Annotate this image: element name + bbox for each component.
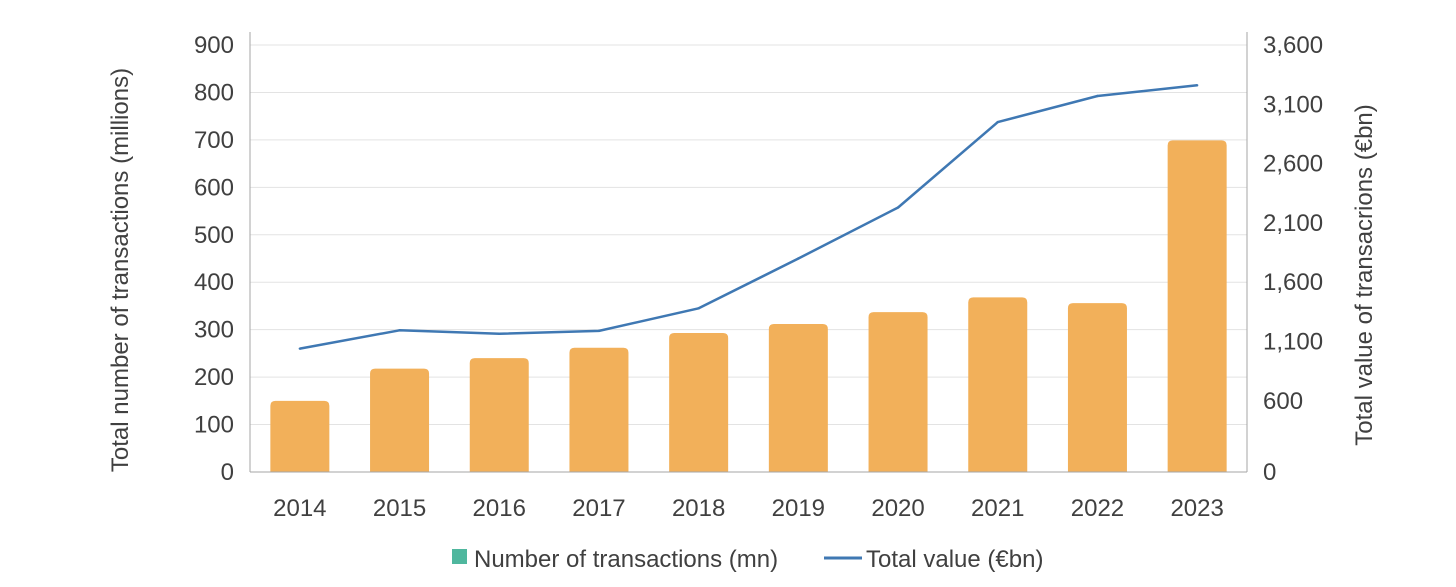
bar — [868, 312, 928, 472]
bar — [469, 358, 529, 472]
y2-tick-label: 2,600 — [1263, 151, 1323, 178]
y2-tick-label: 600 — [1263, 388, 1303, 415]
bar — [569, 347, 629, 472]
right-axis-title: Total value of transacrions (€bn) — [1351, 104, 1378, 446]
y2-tick-label: 1,100 — [1263, 329, 1323, 356]
y-tick-label: 300 — [194, 317, 234, 344]
y-tick-label: 400 — [194, 269, 234, 296]
left-axis-title: Total number of transactions (millions) — [107, 68, 134, 472]
y2-tick-label: 1,600 — [1263, 269, 1323, 296]
y-tick-label: 700 — [194, 127, 234, 154]
line-point — [597, 329, 601, 333]
y2-tick-label: 0 — [1263, 459, 1276, 486]
y-tick-label: 600 — [194, 174, 234, 201]
bar — [968, 297, 1028, 472]
bar — [1167, 140, 1227, 472]
y2-tick-label: 2,100 — [1263, 210, 1323, 237]
total-value-line — [299, 84, 1198, 350]
x-tick-label: 2017 — [572, 495, 625, 522]
y-tick-label: 500 — [194, 222, 234, 249]
bar — [270, 400, 330, 472]
x-tick-label: 2018 — [672, 495, 725, 522]
bar — [370, 368, 430, 472]
legend-label-line: Total value (€bn) — [866, 546, 1043, 573]
bar — [768, 323, 828, 472]
y2-tick-label: 3,100 — [1263, 91, 1323, 118]
line-point — [996, 120, 999, 124]
x-tick-label: 2016 — [473, 495, 526, 522]
axes: 0 100 200 300 400 500 600 700 800 900 0 600 1,100 1,6… — [194, 32, 1323, 522]
legend-label-bar: Number of transactions (mn) — [474, 546, 778, 573]
line-point — [1195, 84, 1199, 87]
x-tick-label: 2014 — [273, 495, 326, 522]
line-point — [498, 332, 501, 336]
line-series — [298, 84, 1199, 350]
x-tick-label: 2022 — [1071, 495, 1124, 522]
legend-swatch-bar — [452, 549, 467, 564]
y-tick-label: 200 — [194, 364, 234, 391]
y-tick-label: 0 — [221, 459, 234, 486]
line-point — [797, 257, 800, 260]
line-point — [896, 206, 900, 209]
y-tick-label: 900 — [194, 32, 234, 59]
bar-series — [270, 140, 1227, 472]
line-point — [697, 307, 700, 310]
y-tick-label: 100 — [194, 412, 234, 439]
x-tick-label: 2015 — [373, 495, 426, 522]
legend: Number of transactions (mn) Total value … — [452, 546, 1043, 573]
x-tick-label: 2021 — [971, 495, 1024, 522]
bar — [1067, 303, 1127, 472]
line-point — [398, 329, 401, 332]
y-tick-label: 800 — [194, 79, 234, 106]
x-tick-label: 2020 — [871, 495, 924, 522]
line-point — [1096, 94, 1099, 98]
x-tick-label: 2019 — [772, 495, 825, 522]
x-tick-label: 2023 — [1170, 495, 1223, 522]
y2-tick-label: 3,600 — [1263, 32, 1323, 59]
bar — [669, 332, 729, 472]
line-point — [298, 347, 302, 350]
